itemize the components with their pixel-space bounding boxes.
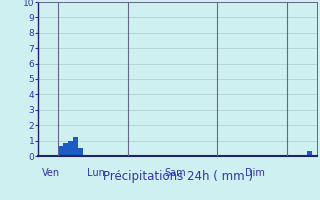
Text: Sam: Sam: [164, 168, 186, 178]
Bar: [68, 141, 73, 156]
X-axis label: Précipitations 24h ( mm ): Précipitations 24h ( mm ): [103, 170, 252, 183]
Bar: [58, 146, 63, 156]
Text: Ven: Ven: [42, 168, 60, 178]
Bar: [63, 143, 68, 156]
Bar: [307, 151, 312, 156]
Bar: [73, 137, 78, 156]
Bar: [78, 148, 83, 156]
Text: Lun: Lun: [87, 168, 105, 178]
Text: Dim: Dim: [245, 168, 265, 178]
